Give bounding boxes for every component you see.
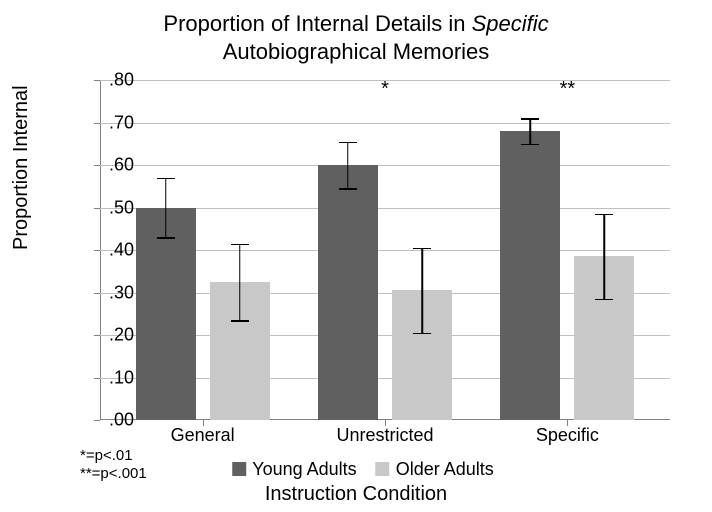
y-tick-label: .40 <box>84 240 134 261</box>
error-cap <box>413 333 431 335</box>
gridline <box>100 123 670 124</box>
sig-note-1: *=p<.01 <box>80 447 133 464</box>
bar <box>318 165 378 420</box>
significance-marker: ** <box>560 78 576 101</box>
y-tick-label: .00 <box>84 410 134 431</box>
y-tick-label: .20 <box>84 325 134 346</box>
chart-title: Proportion of Internal Details in Specif… <box>0 10 712 65</box>
title-line2: Autobiographical Memories <box>223 39 490 64</box>
error-bar <box>239 244 241 321</box>
error-cap <box>595 299 613 301</box>
significance-notes: *=p<.01 **=p<.001 <box>80 447 147 485</box>
error-bar <box>604 214 606 299</box>
y-tick-label: .60 <box>84 155 134 176</box>
gridline <box>100 165 670 166</box>
error-bar <box>347 142 349 189</box>
error-cap <box>231 320 249 322</box>
y-tick-label: .80 <box>84 70 134 91</box>
error-bar <box>165 178 167 238</box>
y-tick-label: .10 <box>84 367 134 388</box>
plot-area: GeneralUnrestrictedSpecific*** <box>100 80 670 420</box>
bar <box>500 131 560 420</box>
error-cap <box>157 237 175 239</box>
legend-items: Young Adults Older Adults <box>218 459 494 480</box>
bar <box>136 208 196 421</box>
error-cap <box>521 144 539 146</box>
x-tick-label: General <box>123 425 283 446</box>
legend-label-older: Older Adults <box>396 459 494 479</box>
legend-swatch-older <box>376 462 390 476</box>
title-line1-pre: Proportion of Internal Details in <box>163 11 471 36</box>
significance-marker: * <box>381 78 389 101</box>
y-tick-label: .70 <box>84 112 134 133</box>
y-tick-label: .50 <box>84 197 134 218</box>
x-axis-label: Instruction Condition <box>0 483 712 506</box>
error-cap <box>521 118 539 120</box>
legend-swatch-young <box>232 462 246 476</box>
error-cap <box>339 188 357 190</box>
error-cap <box>413 248 431 250</box>
title-line1-italic: Specific <box>472 11 549 36</box>
sig-note-2: **=p<.001 <box>80 465 147 482</box>
error-bar <box>530 118 532 144</box>
error-cap <box>157 178 175 180</box>
x-tick-label: Unrestricted <box>305 425 465 446</box>
y-axis-label: Proportion Internal <box>10 85 33 250</box>
error-cap <box>231 244 249 246</box>
x-tick-label: Specific <box>487 425 647 446</box>
error-cap <box>595 214 613 216</box>
error-bar <box>421 248 423 333</box>
chart-container: Proportion of Internal Details in Specif… <box>0 0 712 512</box>
y-tick-label: .30 <box>84 282 134 303</box>
error-cap <box>339 142 357 144</box>
legend-label-young: Young Adults <box>252 459 356 479</box>
